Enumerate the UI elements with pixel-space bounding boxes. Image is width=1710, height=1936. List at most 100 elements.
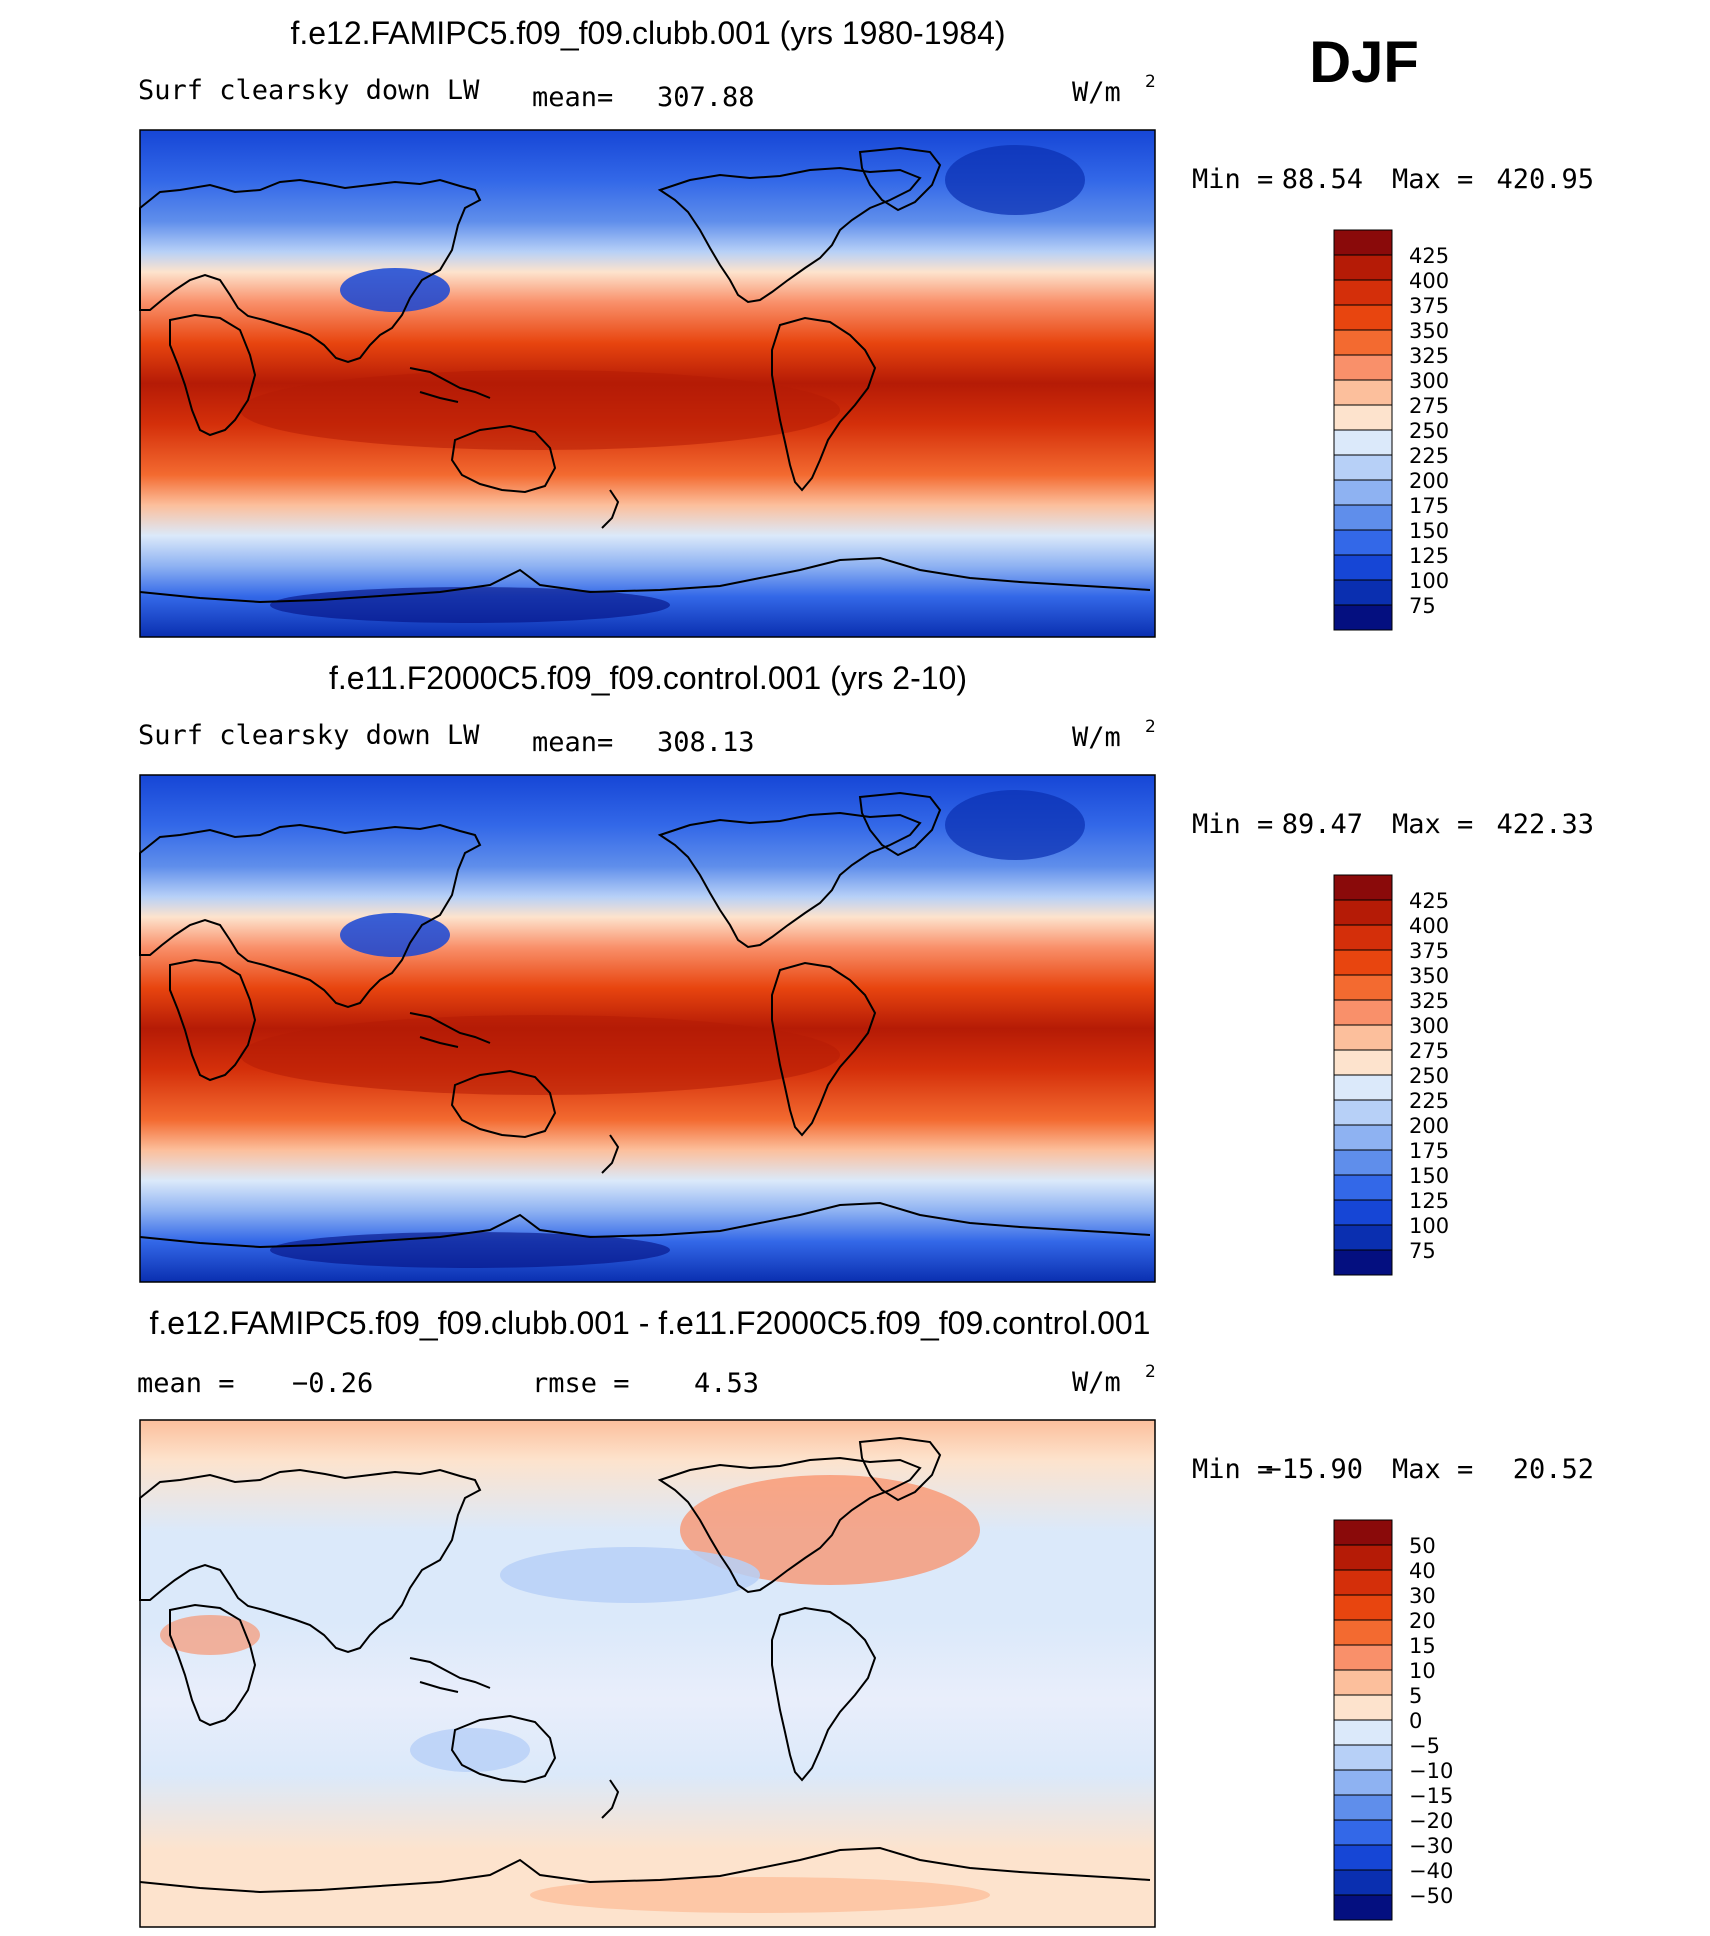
min-value: 88.54	[1282, 164, 1363, 195]
min-label: Min =	[1192, 164, 1273, 195]
colorbar-tick-label: 150	[1409, 519, 1449, 543]
colorbar-swatch	[1333, 1024, 1393, 1051]
panel-title: f.e12.FAMIPC5.f09_f09.clubb.001 (yrs 198…	[290, 15, 1005, 51]
colorbar-swatch	[1333, 1199, 1393, 1226]
min-value: −15.90	[1265, 1454, 1363, 1485]
max-label: Max =	[1392, 1454, 1473, 1485]
colorbar-swatch	[1333, 1594, 1393, 1621]
map	[139, 129, 1156, 638]
colorbar-tick-label: 350	[1409, 964, 1449, 988]
units-label: W/m	[1072, 77, 1121, 108]
colorbar-tick-label: 400	[1409, 914, 1449, 938]
colorbar-tick-label: 0	[1409, 1709, 1422, 1733]
colorbar-tick-label: 225	[1409, 1089, 1449, 1113]
colorbar-swatch	[1333, 1694, 1393, 1721]
map	[139, 1419, 1156, 1928]
colorbar-swatch	[1333, 1894, 1393, 1921]
colorbar-swatch	[1333, 579, 1393, 606]
colorbar-swatch	[1333, 1644, 1393, 1671]
colorbar-tick-label: 10	[1409, 1659, 1436, 1683]
colorbar-tick-label: 15	[1409, 1634, 1436, 1658]
colorbar-tick-label: 225	[1409, 444, 1449, 468]
colorbar-swatch	[1333, 1569, 1393, 1596]
colorbar-tick-label: −50	[1409, 1884, 1453, 1908]
colorbar-tick-label: 5	[1409, 1684, 1422, 1708]
mean-label: mean =	[137, 1368, 235, 1399]
colorbar-tick-label: 250	[1409, 419, 1449, 443]
units-superscript: 2	[1145, 72, 1156, 92]
colorbar-swatch	[1333, 999, 1393, 1026]
colorbar-tick-label: 100	[1409, 1214, 1449, 1238]
colorbar-swatch	[1333, 949, 1393, 976]
colorbar-tick-label: −30	[1409, 1834, 1453, 1858]
warm-pool	[240, 1015, 840, 1095]
colorbar-swatch	[1333, 1519, 1393, 1546]
greenland-cold	[945, 790, 1085, 860]
colorbar-tick-label: 75	[1409, 1239, 1436, 1263]
colorbar-swatch	[1333, 1249, 1393, 1276]
panel-3: f.e12.FAMIPC5.f09_f09.clubb.001 - f.e11.…	[137, 1305, 1594, 1928]
pacific-cool	[500, 1547, 760, 1603]
colorbar-swatch	[1333, 1074, 1393, 1101]
colorbar-swatch	[1333, 454, 1393, 481]
min-label: Min =	[1192, 1454, 1273, 1485]
colorbar-swatch	[1333, 1049, 1393, 1076]
colorbar-swatch	[1333, 254, 1393, 281]
colorbar-tick-label: 425	[1409, 889, 1449, 913]
greenland-cold	[945, 145, 1085, 215]
panel-2: f.e11.F2000C5.f09_f09.control.001 (yrs 2…	[138, 660, 1594, 1283]
max-value: 20.52	[1513, 1454, 1594, 1485]
colorbar-swatch	[1333, 1769, 1393, 1796]
colorbar-tick-label: 20	[1409, 1609, 1436, 1633]
southern-warm	[530, 1877, 990, 1913]
colorbar-tick-label: 150	[1409, 1164, 1449, 1188]
colorbar-swatch	[1333, 429, 1393, 456]
colorbar-swatch	[1333, 1844, 1393, 1871]
panel-title: f.e12.FAMIPC5.f09_f09.clubb.001 - f.e11.…	[150, 1305, 1151, 1341]
colorbar-swatch	[1333, 1224, 1393, 1251]
colorbar-tick-label: 250	[1409, 1064, 1449, 1088]
map-frame	[139, 774, 1156, 1283]
colorbar-tick-label: −15	[1409, 1784, 1453, 1808]
colorbar-tick-label: 425	[1409, 244, 1449, 268]
panels: f.e12.FAMIPC5.f09_f09.clubb.001 (yrs 198…	[137, 15, 1594, 1928]
colorbar-swatch	[1333, 899, 1393, 926]
panel-1: f.e12.FAMIPC5.f09_f09.clubb.001 (yrs 198…	[138, 15, 1594, 638]
map	[139, 774, 1156, 1283]
colorbar-tick-label: 100	[1409, 569, 1449, 593]
colorbar-swatch	[1333, 974, 1393, 1001]
colorbar-tick-label: 125	[1409, 1189, 1449, 1213]
map-field	[140, 1420, 1155, 1927]
colorbar-tick-label: 275	[1409, 1039, 1449, 1063]
variable-label: Surf clearsky down LW	[138, 75, 480, 106]
colorbar-swatch	[1333, 354, 1393, 381]
mean-label: mean=	[532, 82, 613, 113]
max-label: Max =	[1392, 809, 1473, 840]
mean-value: 308.13	[657, 727, 755, 758]
sahara-warm	[160, 1615, 260, 1655]
max-label: Max =	[1392, 164, 1473, 195]
colorbar-tick-label: 125	[1409, 544, 1449, 568]
colorbar-swatch	[1333, 1719, 1393, 1746]
panel-title: f.e11.F2000C5.f09_f09.control.001 (yrs 2…	[329, 660, 967, 696]
colorbar-tick-label: 325	[1409, 344, 1449, 368]
colorbar-swatch	[1333, 1869, 1393, 1896]
colorbar-swatch	[1333, 1819, 1393, 1846]
colorbar-tick-label: 200	[1409, 469, 1449, 493]
colorbar-swatch	[1333, 379, 1393, 406]
map-frame	[139, 129, 1156, 638]
colorbar-tick-label: 275	[1409, 394, 1449, 418]
colorbar-swatch	[1333, 1794, 1393, 1821]
colorbar: 4254003753503253002752502252001751501251…	[1333, 874, 1449, 1276]
colorbar-tick-label: 300	[1409, 1014, 1449, 1038]
colorbar-swatch	[1333, 604, 1393, 631]
colorbar-tick-label: 375	[1409, 294, 1449, 318]
map-frame	[139, 1419, 1156, 1928]
colorbar-swatch	[1333, 924, 1393, 951]
colorbar-tick-label: 175	[1409, 1139, 1449, 1163]
max-value: 422.33	[1496, 809, 1594, 840]
colorbar-swatch	[1333, 874, 1393, 901]
mean-label: mean=	[532, 727, 613, 758]
colorbar-tick-label: −5	[1409, 1734, 1440, 1758]
